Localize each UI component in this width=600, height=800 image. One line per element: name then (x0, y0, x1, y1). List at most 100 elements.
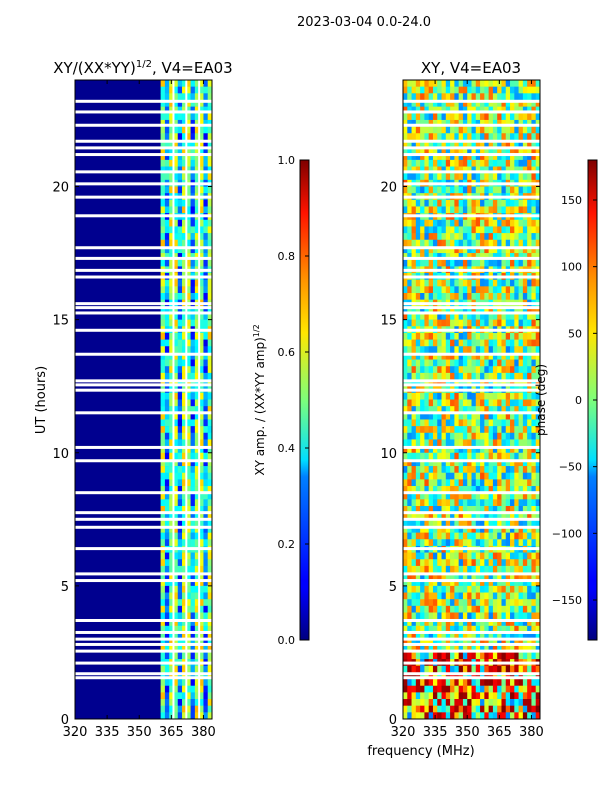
left-heatmap-cell (194, 226, 200, 234)
right-heatmap-cell (475, 499, 481, 507)
left-heatmap-cell (194, 419, 200, 427)
right-heatmap-cell (471, 113, 477, 121)
right-heatmap-cell (437, 306, 442, 314)
right-heatmap-cell (480, 645, 485, 653)
right-heatmap-cell (535, 106, 540, 114)
right-heatmap-cell (484, 412, 489, 420)
right-heatmap-cell (480, 153, 485, 161)
left-heatmap-cell (160, 113, 166, 121)
left-heatmap-cell (186, 492, 191, 500)
right-heatmap-cell (467, 113, 472, 121)
right-heatmap-cell (510, 126, 515, 134)
left-heatmap-cell (173, 625, 179, 633)
right-heatmap-cell (497, 559, 502, 567)
right-heatmap-cell (415, 80, 421, 87)
right-heatmap-cell (407, 139, 412, 147)
left-heatmap-cell (182, 466, 187, 474)
left-heatmap-cell (164, 146, 170, 154)
left-heatmap-cell (199, 239, 204, 247)
right-heatmap-cell (441, 479, 447, 487)
right-heatmap-cell (480, 572, 485, 580)
right-flagged-row (403, 388, 540, 392)
right-heatmap-cell (424, 479, 429, 487)
right-heatmap-cell (450, 293, 455, 300)
right-heatmap-cell (475, 486, 481, 493)
left-heatmap-cell (169, 406, 174, 414)
right-heatmap-cell (450, 439, 455, 447)
right-heatmap-cell (510, 519, 515, 527)
right-heatmap-cell (411, 293, 417, 300)
right-heatmap-cell (458, 392, 464, 400)
left-plot-frame (74, 79, 213, 720)
left-heatmap-cell (207, 612, 212, 620)
left-heatmap-cell (199, 605, 204, 613)
right-heatmap-cell (458, 605, 464, 613)
right-heatmap-cell (518, 99, 524, 107)
right-heatmap-cell (518, 366, 524, 374)
left-heatmap-cell (182, 652, 187, 660)
right-heatmap-cell (407, 672, 412, 680)
right-heatmap-cell (411, 339, 417, 347)
right-heatmap-cell (518, 246, 524, 254)
left-flagged-row (75, 153, 212, 157)
right-heatmap-cell (467, 406, 472, 414)
right-heatmap-cell (492, 332, 498, 340)
right-heatmap-cell (403, 432, 408, 440)
right-heatmap-cell (458, 332, 464, 340)
right-heatmap-cell (522, 426, 528, 434)
left-heatmap-cell (190, 159, 196, 167)
left-heatmap-cell (194, 233, 200, 241)
right-heatmap-cell (510, 113, 515, 121)
right-heatmap-cell (522, 439, 528, 447)
right-flagged-row (403, 275, 540, 279)
right-heatmap-cell (484, 166, 489, 174)
right-heatmap-cell (480, 565, 485, 573)
right-heatmap-cell (420, 592, 425, 600)
left-heatmap-cell (182, 93, 187, 101)
right-heatmap-cell (454, 665, 459, 673)
right-heatmap-cell (450, 479, 455, 487)
right-heatmap-cell (407, 685, 412, 693)
right-heatmap-cell (492, 86, 498, 94)
right-heatmap-cell (531, 239, 537, 247)
left-heatmap-cell (177, 166, 183, 174)
left-heatmap-cell (199, 679, 204, 687)
right-heatmap-cell (527, 639, 532, 647)
right-heatmap-cell (510, 93, 515, 101)
right-heatmap-cell (527, 645, 532, 653)
right-heatmap-cell (432, 406, 438, 414)
left-colorbar-tick-label: 0.8 (278, 250, 296, 263)
left-heatmap-cell (203, 565, 209, 573)
right-heatmap-cell (411, 286, 417, 294)
right-heatmap-cell (450, 585, 455, 593)
right-heatmap-cell (475, 672, 481, 680)
right-heatmap-cell (445, 293, 451, 300)
right-heatmap-cell (467, 199, 472, 207)
right-heatmap-cell (467, 499, 472, 507)
right-heatmap-cell (531, 133, 537, 141)
right-heatmap-cell (492, 392, 498, 400)
right-heatmap-cell (467, 146, 472, 154)
left-heatmap-cell (173, 80, 179, 87)
right-heatmap-cell (488, 99, 494, 107)
right-heatmap-cell (518, 359, 524, 367)
left-heatmap-cell (164, 525, 170, 533)
right-heatmap-cell (420, 565, 425, 573)
right-heatmap-cell (450, 93, 455, 101)
left-heatmap-cell (164, 639, 170, 647)
right-heatmap-cell (497, 552, 502, 560)
right-heatmap-cell (535, 159, 540, 167)
right-heatmap-cell (411, 173, 417, 181)
right-heatmap-cell (441, 146, 447, 154)
right-heatmap-cell (535, 352, 540, 360)
right-heatmap-cell (475, 625, 481, 633)
left-heatmap-cell (164, 652, 170, 660)
left-heatmap-cell (160, 106, 166, 114)
right-heatmap-cell (467, 339, 472, 347)
right-heatmap-cell (510, 146, 515, 154)
right-heatmap-cell (518, 399, 524, 407)
right-heatmap-cell (467, 492, 472, 500)
right-heatmap-cell (458, 306, 464, 314)
right-heatmap-cell (462, 253, 468, 261)
right-heatmap-cell (484, 492, 489, 500)
